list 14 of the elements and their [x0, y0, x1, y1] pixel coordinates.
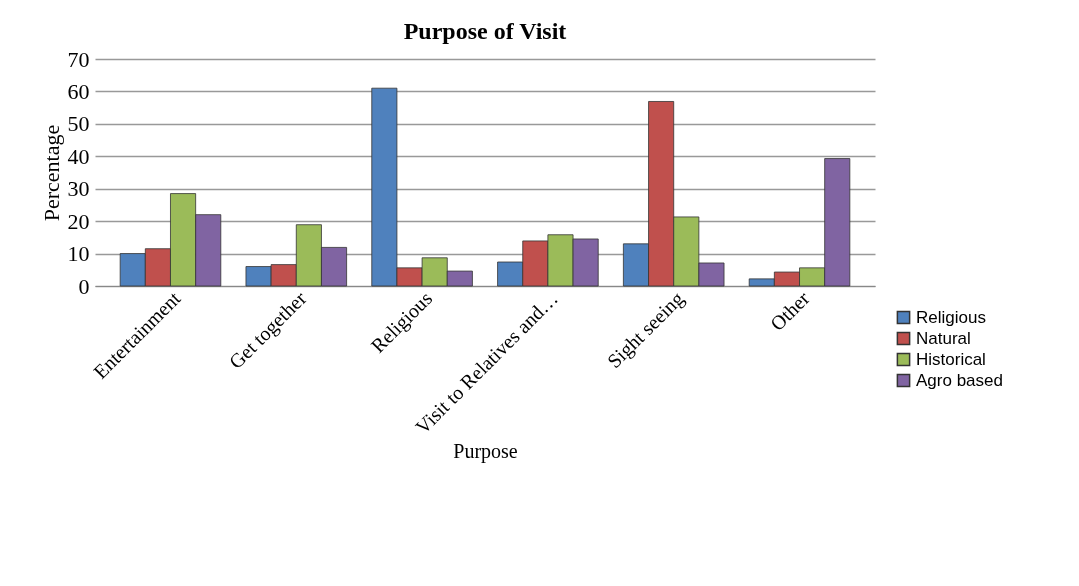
- legend-label: Natural: [916, 328, 971, 348]
- y-tick-label: 70: [67, 46, 90, 72]
- x-axis-title: Purpose: [453, 440, 518, 464]
- y-tick-label: 40: [67, 143, 90, 169]
- y-axis-title: Percentage: [38, 124, 64, 222]
- chart-title: Purpose of Visit: [403, 18, 567, 44]
- legend-label: Agro based: [916, 370, 1003, 390]
- y-tick-label: 50: [67, 111, 90, 137]
- y-tick-label: 30: [67, 176, 90, 202]
- y-tick-label: 10: [67, 241, 90, 267]
- y-tick-label: 60: [67, 78, 90, 104]
- y-tick-label: 0: [78, 273, 90, 299]
- y-tick-label: 20: [67, 208, 90, 234]
- legend-label: Historical: [916, 349, 986, 369]
